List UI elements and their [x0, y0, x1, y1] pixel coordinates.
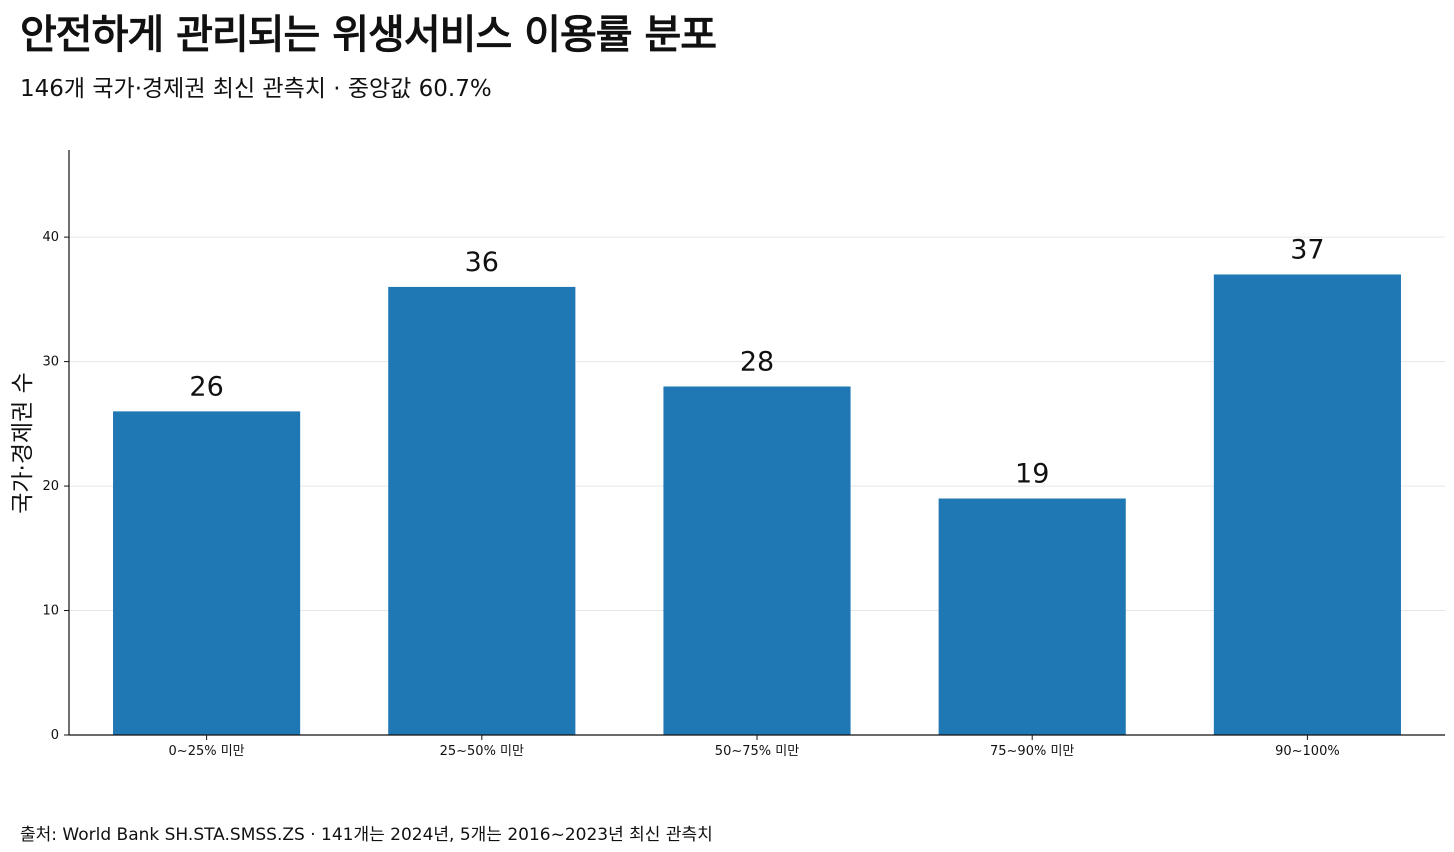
- y-tick-label: 30: [42, 355, 59, 370]
- y-tick-label: 0: [51, 728, 59, 743]
- bar: [113, 411, 301, 735]
- bars: [113, 274, 1401, 735]
- bar: [388, 286, 576, 735]
- source-note: 출처: World Bank SH.STA.SMSS.ZS · 141개는 20…: [20, 825, 713, 845]
- x-tick-label: 75~90% 미만: [990, 744, 1074, 759]
- x-tick-label: 25~50% 미만: [440, 744, 524, 759]
- bar: [1213, 274, 1401, 735]
- y-tick-label: 20: [42, 479, 59, 494]
- bar-value-label: 37: [1290, 234, 1324, 265]
- bar: [938, 498, 1126, 735]
- y-tick-label: 40: [42, 230, 59, 245]
- bar: [663, 386, 851, 735]
- x-tick-label: 90~100%: [1275, 744, 1340, 759]
- chart-title: 안전하게 관리되는 위생서비스 이용률 분포: [20, 12, 717, 58]
- axes: 0 10 20 30 40 0~25% 미만 25~50% 미만 50~75% 미만 75~90…: [42, 150, 1445, 759]
- chart-subtitle: 146개 국가·경제권 최신 관측치 · 중앙값 60.7%: [20, 76, 492, 102]
- bar-value-label: 19: [1015, 459, 1049, 490]
- bar-value-label: 36: [465, 247, 499, 278]
- bar-value-label: 28: [740, 346, 774, 377]
- bar-value-label: 26: [189, 371, 223, 402]
- y-axis-label: 국가·경제권 수: [10, 372, 36, 514]
- data-labels: 26 36 28 19 37: [189, 234, 1324, 489]
- y-tick-label: 10: [42, 604, 59, 619]
- x-tick-label: 0~25% 미만: [169, 744, 245, 759]
- x-tick-label: 50~75% 미만: [715, 744, 799, 759]
